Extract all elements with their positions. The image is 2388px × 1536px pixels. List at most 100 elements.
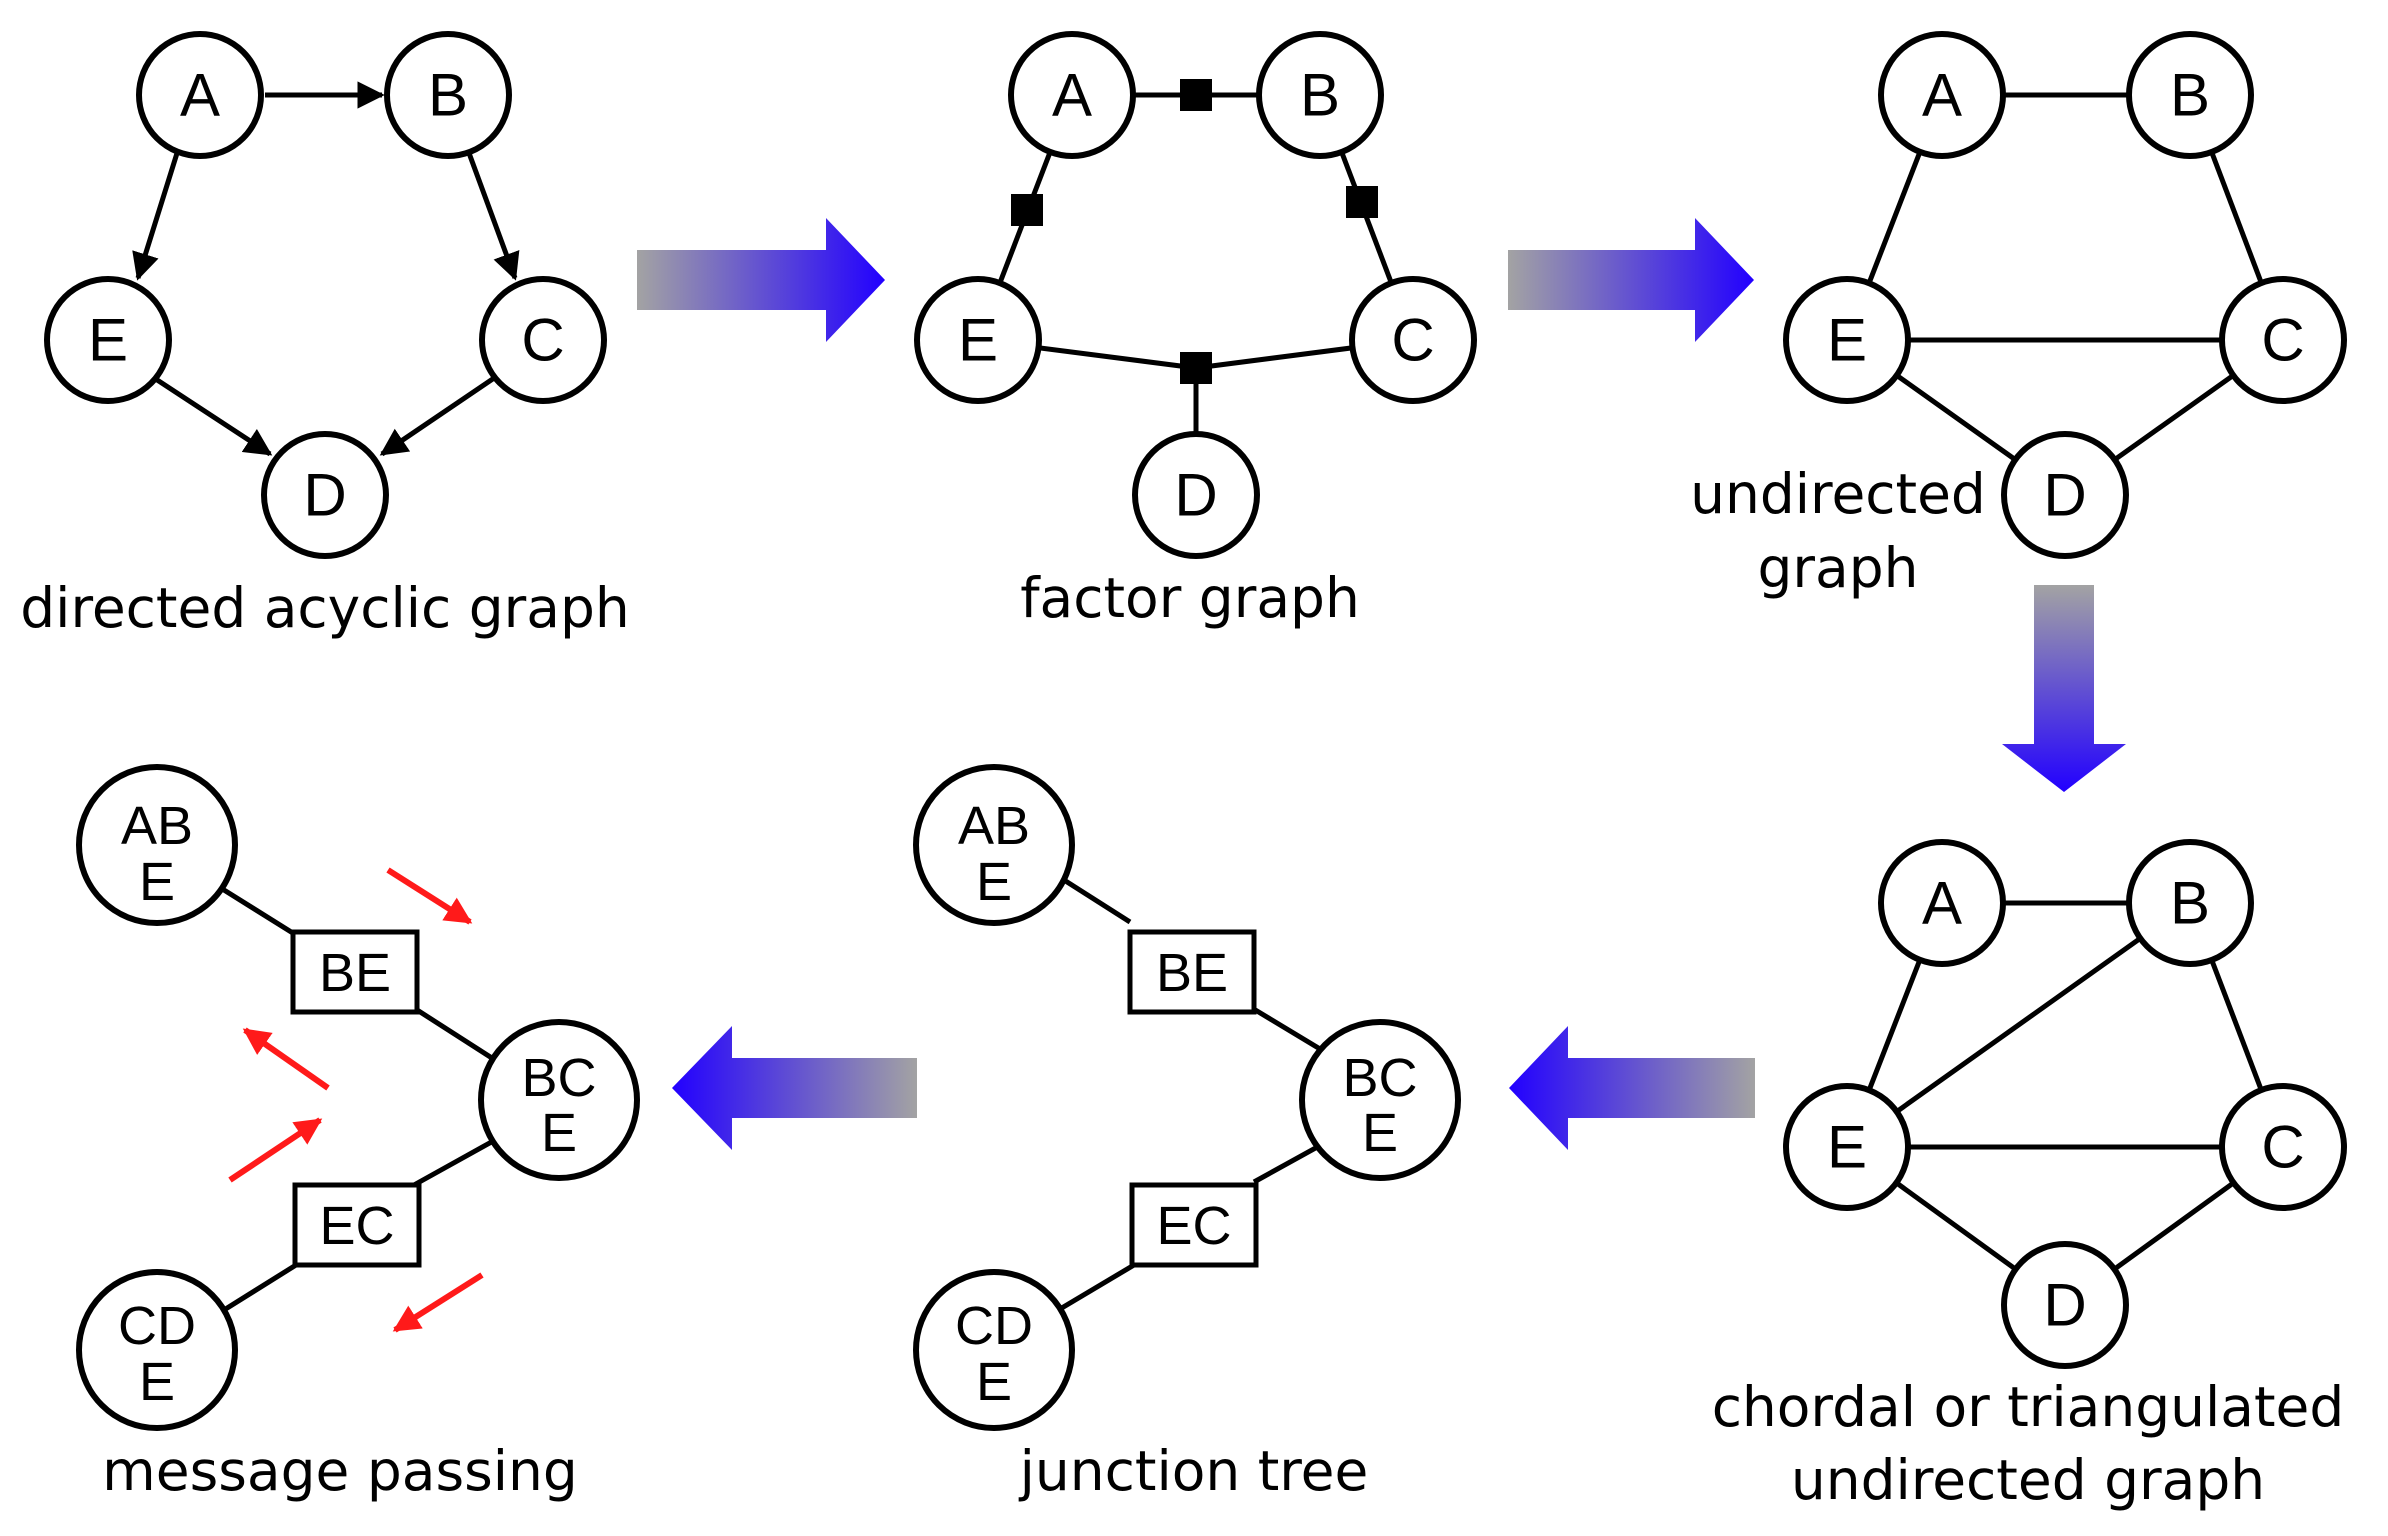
junction-clique-cde-line2: E [976,1352,1012,1412]
junction-caption: junction tree [1019,1439,1369,1503]
dag-node-c-label: C [521,307,564,374]
junction-edge-ec-cde [1053,1262,1136,1315]
chordal-node-b: B [2126,839,2254,967]
dag-node-c: C [479,276,607,404]
undirected-node-a-label: A [1922,62,1962,129]
junction-edge-be-bce [1250,1005,1332,1058]
flow-arrow-factor-to-undirected [1508,218,1754,342]
chordal-caption-line1: chordal or triangulated [1712,1375,2345,1439]
junction-clique-abe: AB E [913,764,1075,926]
undirected-node-a: A [1878,31,2006,159]
factor-node-d: D [1132,431,1260,559]
factor-node-ab [1180,79,1212,111]
chordal-panel: A B C D E chordal or triangulated undire… [1712,839,2347,1512]
factor-node-c: C [1349,276,1477,404]
dag-edge-b-c [459,133,520,281]
junction-separator-be-label: BE [1156,943,1228,1003]
factor-node-b-label: B [1300,62,1340,129]
undirected-node-b-label: B [2170,62,2210,129]
message-separator-ec: EC [292,1182,422,1268]
flow-arrow-junction-to-message [672,1026,917,1150]
message-arrow-inward-top [242,1027,330,1091]
undirected-node-e: E [1783,276,1911,404]
message-clique-bce: BC E [478,1019,640,1181]
dag-node-b: B [384,31,512,159]
message-edge-be-bce [412,1005,497,1063]
message-caption: message passing [102,1439,578,1503]
flow-arrow-chordal-to-junction [1509,1026,1755,1150]
junction-clique-bce: BC E [1299,1019,1461,1181]
chordal-node-a: A [1878,839,2006,967]
dag-node-d-label: D [303,462,346,529]
junction-separator-ec-label: EC [1156,1196,1231,1256]
chordal-node-d-label: D [2043,1272,2086,1339]
message-clique-cde-line1: CD [118,1296,196,1356]
dag-edge-a-e [132,133,186,281]
message-clique-cde: CD E [76,1269,238,1431]
message-clique-abe-line1: AB [121,796,193,856]
dag-edge-c-d [379,369,505,457]
junction-clique-abe-line2: E [976,852,1012,912]
chordal-node-e-label: E [1827,1114,1867,1181]
factor-node-c-label: C [1391,307,1434,374]
junction-separator-be: BE [1127,929,1257,1015]
factor-node-a: A [1008,31,1136,159]
junction-clique-abe-line1: AB [958,796,1030,856]
junction-separator-ec: EC [1129,1182,1259,1268]
factor-node-d-label: D [1174,462,1217,529]
message-edge-abe-be [222,887,298,938]
dag-node-b-label: B [428,62,468,129]
chordal-node-e: E [1783,1083,1911,1211]
chordal-caption-line2: undirected graph [1791,1448,2265,1512]
message-separator-ec-label: EC [319,1196,394,1256]
message-clique-bce-line2: E [541,1103,577,1163]
dag-node-d: D [261,431,389,559]
chordal-node-c: C [2219,1083,2347,1211]
undirected-node-e-label: E [1827,307,1867,374]
message-clique-cde-line2: E [139,1352,175,1412]
undirected-node-b: B [2126,31,2254,159]
flow-arrow-undirected-to-chordal [2002,585,2126,792]
undirected-node-d: D [2001,431,2129,559]
factor-node-ae [1011,194,1043,226]
factor-node-e-label: E [958,307,998,374]
chordal-node-a-label: A [1922,870,1962,937]
message-separator-be: BE [290,929,420,1015]
dag-node-e: E [44,276,172,404]
junction-clique-cde-line1: CD [955,1296,1033,1356]
undirected-caption-line1: undirected [1690,462,1986,526]
undirected-node-d-label: D [2043,462,2086,529]
dag-node-a-label: A [180,62,220,129]
flow-arrow-dag-to-factor [637,218,885,342]
message-clique-abe: AB E [76,764,238,926]
undirected-node-c-label: C [2261,307,2304,374]
factor-node-a-label: A [1052,62,1092,129]
dag-node-a: A [136,31,264,159]
factor-node-e: E [914,276,1042,404]
message-arrow-outward-top [386,867,473,925]
junction-clique-bce-line2: E [1362,1103,1398,1163]
message-panel: AB E BC E CD E BE EC message passing [76,764,640,1503]
message-edge-bce-ec [412,1137,497,1188]
message-clique-bce-line1: BC [521,1048,596,1108]
undirected-panel: A B C D E undirected graph [1690,31,2347,600]
dag-edge-e-d [143,369,273,457]
message-arrow-inward-bottom [228,1117,323,1183]
dag-panel: A B C D E directed acyclic graph [20,31,630,640]
junction-clique-bce-line1: BC [1342,1048,1417,1108]
factor-node-bc [1346,186,1378,218]
message-separator-be-label: BE [319,943,391,1003]
chordal-edge-b-e [1845,900,2192,1150]
message-edge-ec-cde [222,1262,298,1313]
chordal-node-b-label: B [2170,870,2210,937]
undirected-caption-line2: graph [1758,536,1919,600]
junction-clique-cde: CD E [913,1269,1075,1431]
chordal-node-d: D [2001,1241,2129,1369]
junction-panel: AB E BC E CD E BE EC junction tree [913,764,1461,1503]
dag-caption: directed acyclic graph [20,576,630,640]
factor-node-cde [1180,352,1212,384]
chordal-node-c-label: C [2261,1114,2304,1181]
message-arrow-outward-bottom [392,1272,484,1333]
factor-node-b: B [1256,31,1384,159]
